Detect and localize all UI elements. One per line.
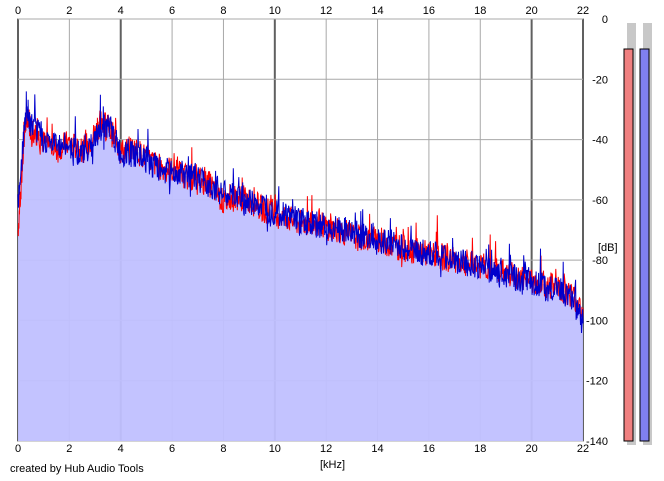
x-tick-label-top: 2 <box>66 5 72 17</box>
x-tick-label-bottom: 8 <box>220 443 226 455</box>
x-axis-bottom: 0 2 4 6 8 10 12 14 16 18 20 22 <box>15 443 589 455</box>
x-tick-label-bottom: 22 <box>577 443 589 455</box>
y-tick-label: -140 <box>586 436 608 448</box>
series-line-blue <box>17 91 584 334</box>
x-tick-label-bottom: 2 <box>66 443 72 455</box>
level-meter-right <box>639 48 650 442</box>
x-tick-label-bottom: 20 <box>526 443 538 455</box>
x-tick-label-top: 20 <box>526 5 538 17</box>
x-tick-label-top: 4 <box>118 5 124 17</box>
x-tick-label-top: 6 <box>169 5 175 17</box>
x-tick-label-top: 14 <box>371 5 383 17</box>
y-tick-label: 0 <box>602 14 608 26</box>
x-tick-label-bottom: 0 <box>15 443 21 455</box>
y-tick-label: -60 <box>592 195 608 207</box>
x-tick-label-top: 12 <box>320 5 332 17</box>
level-meters <box>623 23 652 445</box>
x-tick-label-top: 0 <box>15 5 21 17</box>
x-tick-label-bottom: 6 <box>169 443 175 455</box>
x-tick-label-top: 8 <box>220 5 226 17</box>
x-tick-label-top: 16 <box>423 5 435 17</box>
y-axis-label: [dB] <box>598 242 618 254</box>
x-tick-label-bottom: 10 <box>269 443 281 455</box>
x-axis-label: [kHz] <box>320 459 345 471</box>
series-lines <box>17 91 584 334</box>
x-tick-label-top: 10 <box>269 5 281 17</box>
spectrum-area <box>18 115 583 441</box>
y-tick-label: -120 <box>586 376 608 388</box>
level-meter-left <box>623 48 634 442</box>
y-tick-label: -100 <box>586 315 608 327</box>
x-tick-label-top: 22 <box>577 5 589 17</box>
y-tick-label: -40 <box>592 135 608 147</box>
x-tick-label-bottom: 14 <box>371 443 383 455</box>
x-tick-label-bottom: 12 <box>320 443 332 455</box>
y-tick-label: -20 <box>592 74 608 86</box>
x-tick-label-top: 18 <box>474 5 486 17</box>
y-axis-right: 0 -20 -40 -60 -80 -100 -120 -140 <box>586 14 608 448</box>
x-tick-label-bottom: 4 <box>118 443 124 455</box>
x-axis-top: 0 2 4 6 8 10 12 14 16 18 20 22 <box>15 5 589 17</box>
x-tick-label-bottom: 18 <box>474 443 486 455</box>
x-tick-label-bottom: 16 <box>423 443 435 455</box>
spectrum-fill <box>18 115 583 441</box>
credit-text: created by Hub Audio Tools <box>10 463 144 475</box>
y-tick-label: -80 <box>592 255 608 267</box>
